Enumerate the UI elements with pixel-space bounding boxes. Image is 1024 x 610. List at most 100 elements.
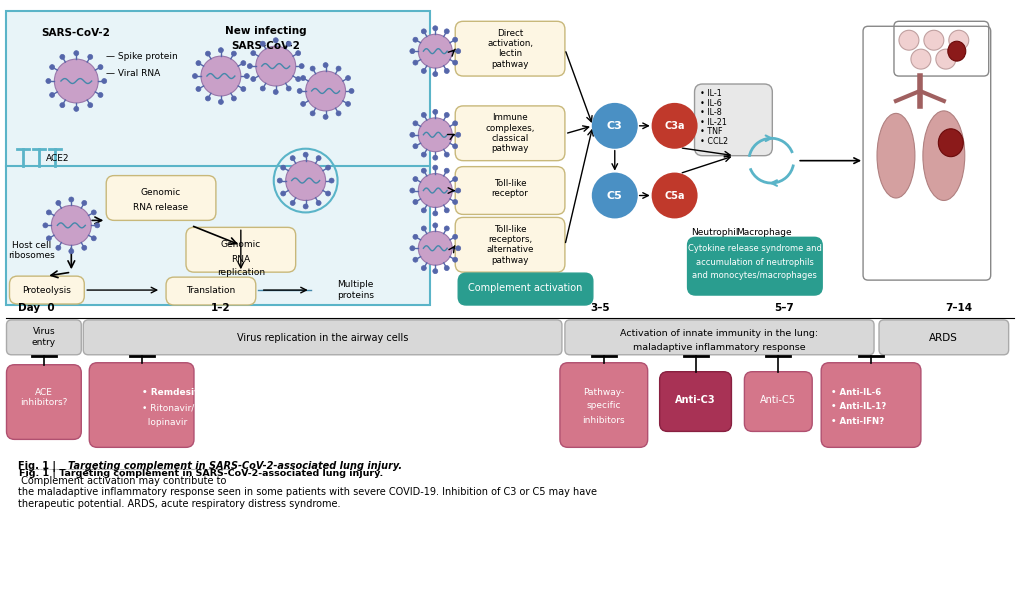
Circle shape bbox=[453, 37, 458, 42]
Circle shape bbox=[281, 191, 286, 196]
Circle shape bbox=[444, 265, 450, 271]
FancyBboxPatch shape bbox=[456, 106, 565, 160]
Text: 5–7: 5–7 bbox=[774, 303, 795, 313]
Circle shape bbox=[433, 26, 438, 30]
Text: Proteolysis: Proteolysis bbox=[23, 285, 72, 295]
Circle shape bbox=[444, 168, 450, 173]
Text: C3a: C3a bbox=[665, 121, 685, 131]
Circle shape bbox=[433, 165, 438, 170]
Circle shape bbox=[410, 49, 415, 54]
Text: — Spike protein: — Spike protein bbox=[106, 52, 178, 60]
Circle shape bbox=[456, 132, 461, 137]
Circle shape bbox=[413, 121, 418, 126]
Circle shape bbox=[433, 211, 438, 216]
Circle shape bbox=[456, 188, 461, 193]
FancyBboxPatch shape bbox=[744, 371, 812, 431]
Circle shape bbox=[433, 268, 438, 274]
Circle shape bbox=[43, 223, 48, 228]
FancyBboxPatch shape bbox=[106, 176, 216, 220]
Circle shape bbox=[413, 37, 418, 42]
Circle shape bbox=[95, 223, 99, 228]
Ellipse shape bbox=[923, 111, 965, 201]
Circle shape bbox=[324, 114, 328, 120]
Circle shape bbox=[201, 56, 241, 96]
Circle shape bbox=[413, 144, 418, 149]
Text: • Anti-IFN?: • Anti-IFN? bbox=[831, 417, 885, 426]
Circle shape bbox=[419, 34, 453, 68]
FancyBboxPatch shape bbox=[9, 276, 84, 304]
FancyBboxPatch shape bbox=[6, 320, 81, 355]
Circle shape bbox=[260, 41, 265, 46]
Text: Fig. 1 | Targeting complement in SARS-CoV-2-associated lung injury. Complement a: Fig. 1 | Targeting complement in SARS-Co… bbox=[19, 469, 229, 472]
Circle shape bbox=[433, 71, 438, 76]
Circle shape bbox=[413, 176, 418, 182]
Circle shape bbox=[98, 65, 103, 70]
Circle shape bbox=[241, 87, 246, 92]
Text: New infecting: New infecting bbox=[225, 26, 306, 36]
Text: C5a: C5a bbox=[665, 190, 685, 201]
Circle shape bbox=[444, 112, 450, 118]
Text: Fig. 1 | Targeting complement in SARS-CoV-2-associated lung injury.: Fig. 1 | Targeting complement in SARS-Co… bbox=[19, 469, 384, 478]
FancyBboxPatch shape bbox=[456, 21, 565, 76]
Bar bbox=[6, 12, 430, 305]
Circle shape bbox=[218, 48, 223, 52]
Circle shape bbox=[911, 49, 931, 69]
Circle shape bbox=[899, 30, 919, 50]
Text: Macrophage: Macrophage bbox=[736, 228, 793, 237]
Text: Pathway-: Pathway- bbox=[584, 388, 625, 397]
Circle shape bbox=[421, 265, 426, 271]
Circle shape bbox=[245, 74, 249, 79]
Circle shape bbox=[231, 96, 237, 101]
Circle shape bbox=[936, 49, 955, 69]
Circle shape bbox=[421, 112, 426, 118]
Circle shape bbox=[421, 226, 426, 231]
Text: Toll-like
receptors,
alternative
pathway: Toll-like receptors, alternative pathway bbox=[486, 224, 534, 265]
Circle shape bbox=[69, 249, 74, 254]
Text: • Ritonavir/: • Ritonavir/ bbox=[141, 403, 194, 412]
Circle shape bbox=[444, 226, 450, 231]
Circle shape bbox=[286, 160, 326, 201]
FancyBboxPatch shape bbox=[89, 363, 194, 447]
Circle shape bbox=[296, 51, 301, 56]
Circle shape bbox=[301, 76, 305, 81]
Circle shape bbox=[444, 152, 450, 157]
FancyBboxPatch shape bbox=[456, 217, 565, 272]
Circle shape bbox=[419, 118, 453, 152]
FancyBboxPatch shape bbox=[6, 365, 81, 439]
Text: — Viral RNA: — Viral RNA bbox=[106, 68, 161, 77]
Text: • IL-6: • IL-6 bbox=[699, 99, 721, 108]
Circle shape bbox=[248, 63, 252, 68]
Text: • Anti-IL-6: • Anti-IL-6 bbox=[831, 388, 882, 397]
Circle shape bbox=[206, 51, 210, 56]
Circle shape bbox=[251, 76, 256, 82]
Text: Genomic: Genomic bbox=[141, 188, 181, 197]
FancyBboxPatch shape bbox=[694, 84, 772, 156]
FancyBboxPatch shape bbox=[83, 320, 562, 355]
Text: 1–2: 1–2 bbox=[211, 303, 230, 313]
Circle shape bbox=[231, 51, 237, 56]
Text: Complement activation may contribute to
the maladaptive inflammatory response se: Complement activation may contribute to … bbox=[18, 476, 597, 509]
Text: lopinavir: lopinavir bbox=[141, 418, 186, 427]
Circle shape bbox=[413, 257, 418, 262]
Circle shape bbox=[336, 111, 341, 116]
Text: Virus
entry: Virus entry bbox=[32, 327, 56, 346]
Circle shape bbox=[421, 152, 426, 157]
Text: Fig. 1 |: Fig. 1 | bbox=[18, 461, 59, 472]
Circle shape bbox=[297, 88, 302, 93]
FancyBboxPatch shape bbox=[821, 363, 921, 447]
Text: • Remdesivir: • Remdesivir bbox=[141, 388, 207, 397]
Text: • IL-8: • IL-8 bbox=[699, 109, 721, 117]
Circle shape bbox=[410, 132, 415, 137]
Text: Genomic: Genomic bbox=[221, 240, 261, 249]
Circle shape bbox=[256, 46, 296, 86]
Circle shape bbox=[305, 71, 345, 111]
Circle shape bbox=[324, 63, 328, 68]
Text: specific: specific bbox=[587, 401, 621, 410]
Text: Direct
activation,
lectin
pathway: Direct activation, lectin pathway bbox=[487, 29, 534, 69]
Circle shape bbox=[433, 223, 438, 228]
Text: SARS-CoV-2: SARS-CoV-2 bbox=[231, 41, 300, 51]
Circle shape bbox=[413, 60, 418, 65]
Circle shape bbox=[924, 30, 944, 50]
Text: RNA: RNA bbox=[231, 255, 251, 264]
FancyBboxPatch shape bbox=[659, 371, 731, 431]
